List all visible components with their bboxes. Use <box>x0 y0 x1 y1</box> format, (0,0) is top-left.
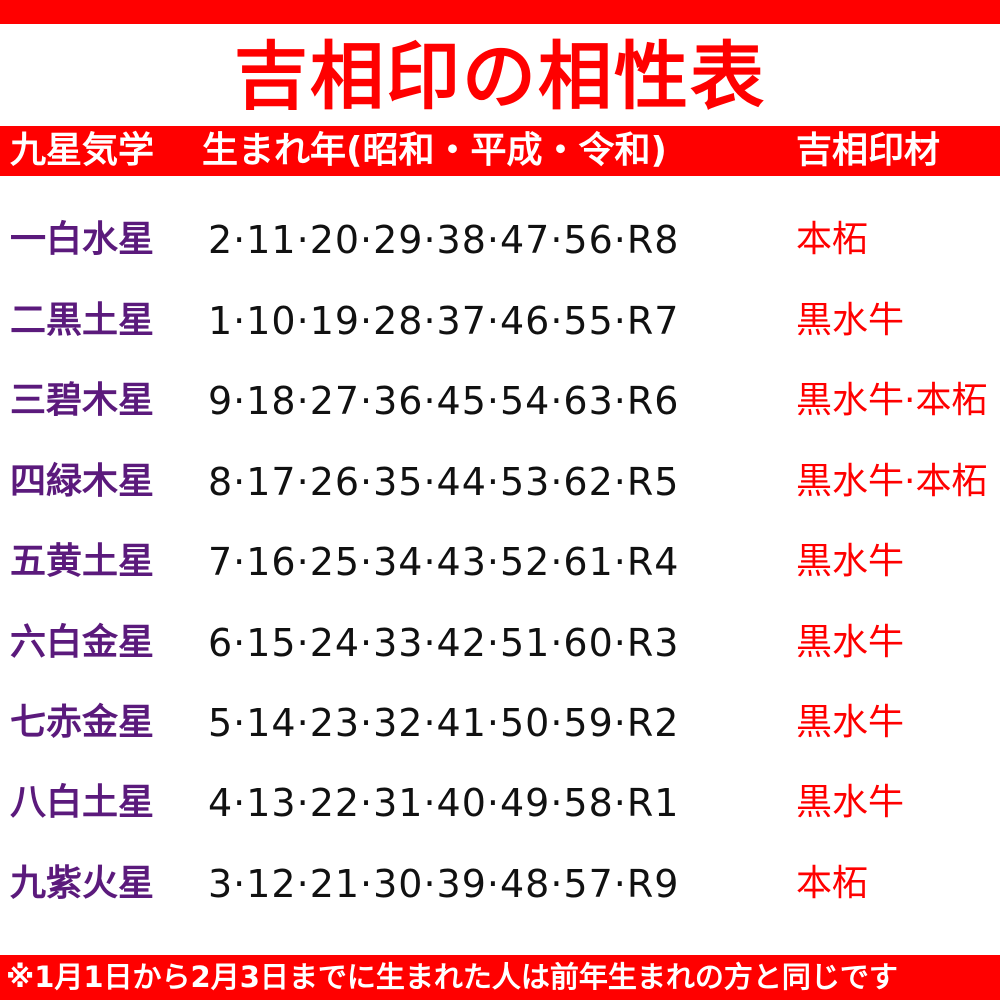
birth-years: 3·12·21·30·39·48·57·R9 <box>208 862 680 906</box>
star-name: 一白水星 <box>10 219 155 260</box>
birth-years: 1·10·19·28·37·46·55·R7 <box>208 299 680 343</box>
star-name: 七赤金星 <box>10 702 155 743</box>
table-row: 八白土星 4·13·22·31·40·49·58·R1 黒水牛 <box>0 768 1000 838</box>
table-row: 七赤金星 5·14·23·32·41·50·59·R2 黒水牛 <box>0 688 1000 758</box>
star-name: 八白土星 <box>10 782 155 823</box>
birth-years: 2·11·20·29·38·47·56·R8 <box>208 218 680 262</box>
header-years: 生まれ年(昭和・平成・令和) <box>202 130 667 171</box>
seal-material: 本柘 <box>796 863 869 904</box>
table-row: 一白水星 2·11·20·29·38·47·56·R8 本柘 <box>0 205 1000 275</box>
table-row: 三碧木星 9·18·27·36·45·54·63·R6 黒水牛·本柘 <box>0 366 1000 436</box>
star-name: 五黄土星 <box>10 541 155 582</box>
page-title: 吉相印の相性表 <box>234 34 766 120</box>
header-star: 九星気学 <box>10 130 155 171</box>
seal-material: 黒水牛 <box>796 702 905 743</box>
seal-material: 本柘 <box>796 219 869 260</box>
seal-material: 黒水牛·本柘 <box>796 461 988 502</box>
table-row: 九紫火星 3·12·21·30·39·48·57·R9 本柘 <box>0 849 1000 919</box>
birth-years: 5·14·23·32·41·50·59·R2 <box>208 701 680 745</box>
table-row: 四緑木星 8·17·26·35·44·53·62·R5 黒水牛·本柘 <box>0 447 1000 517</box>
table-row: 二黒土星 1·10·19·28·37·46·55·R7 黒水牛 <box>0 286 1000 356</box>
birth-years: 7·16·25·34·43·52·61·R4 <box>208 540 680 584</box>
top-red-bar <box>0 0 1000 24</box>
star-name: 九紫火星 <box>10 863 155 904</box>
table-header: 九星気学 生まれ年(昭和・平成・令和) 吉相印材 <box>0 126 1000 176</box>
seal-material: 黒水牛 <box>796 782 905 823</box>
table-row: 六白金星 6·15·24·33·42·51·60·R3 黒水牛 <box>0 608 1000 678</box>
birth-years: 6·15·24·33·42·51·60·R3 <box>208 621 680 665</box>
header-material: 吉相印材 <box>796 130 941 171</box>
star-name: 六白金星 <box>10 622 155 663</box>
birth-years: 8·17·26·35·44·53·62·R5 <box>208 460 680 504</box>
star-name: 二黒土星 <box>10 300 155 341</box>
footer-note: ※1月1日から2月3日までに生まれた人は前年生まれの方と同じです <box>0 955 1000 1000</box>
table-row: 五黄土星 7·16·25·34·43·52·61·R4 黒水牛 <box>0 527 1000 597</box>
seal-material: 黒水牛 <box>796 300 905 341</box>
birth-years: 9·18·27·36·45·54·63·R6 <box>208 379 680 423</box>
birth-years: 4·13·22·31·40·49·58·R1 <box>208 781 680 825</box>
star-name: 三碧木星 <box>10 380 155 421</box>
seal-material: 黒水牛 <box>796 541 905 582</box>
seal-material: 黒水牛 <box>796 622 905 663</box>
star-name: 四緑木星 <box>10 461 155 502</box>
seal-material: 黒水牛·本柘 <box>796 380 988 421</box>
